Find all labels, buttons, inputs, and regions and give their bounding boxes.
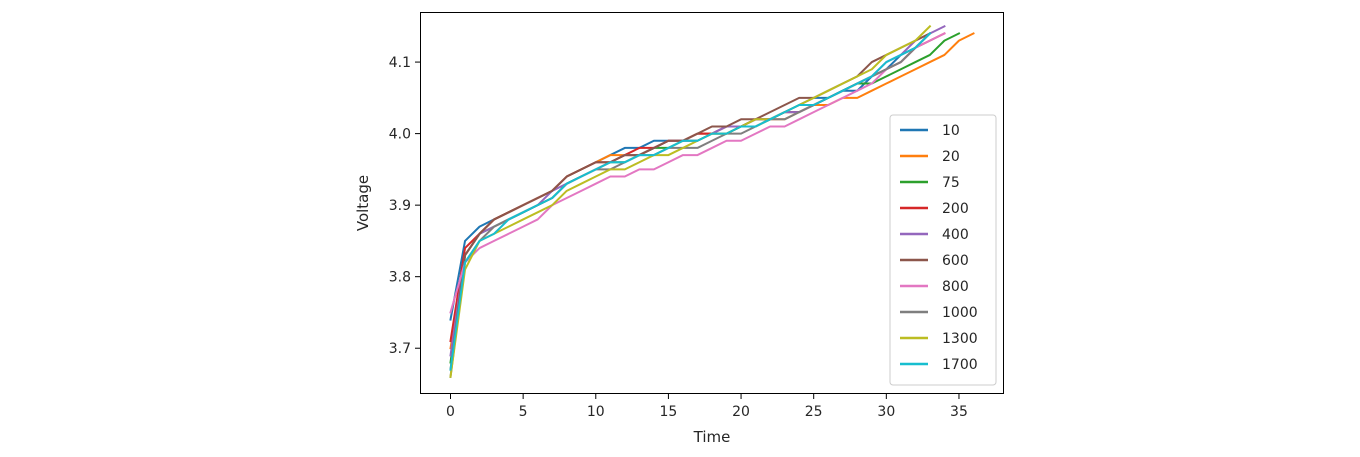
x-tick-label: 15: [660, 404, 678, 420]
y-tick-label: 3.9: [389, 198, 411, 214]
legend-label-1700: 1700: [942, 357, 978, 373]
plot-area-frame: [420, 12, 1004, 394]
legend-label-800: 800: [942, 279, 969, 295]
x-axis: 0 5 10 15 20 25 30 35: [446, 394, 968, 420]
legend-label-1000: 1000: [942, 305, 978, 321]
series-line-400: [449, 24, 946, 357]
series-line-1700: [449, 32, 932, 371]
legend: 10 20 75 200 400 600 800 1000 1300 1700: [889, 114, 997, 386]
y-tick-label: 3.7: [389, 341, 411, 357]
series-layer: [449, 24, 975, 378]
y-tick-label: 4.1: [389, 55, 411, 71]
series-line-1300: [449, 24, 932, 378]
legend-label-400: 400: [942, 227, 969, 243]
series-line-800: [449, 32, 946, 314]
x-tick-label: 5: [519, 404, 528, 420]
legend-label-600: 600: [942, 253, 969, 269]
y-axis-label: Voltage: [354, 175, 372, 231]
x-tick-label: 25: [805, 404, 823, 420]
y-axis: 3.7 3.8 3.9 4.0 4.1: [389, 55, 420, 357]
x-tick-label: 10: [587, 404, 605, 420]
x-tick-label: 0: [446, 404, 455, 420]
legend-label-200: 200: [942, 201, 969, 217]
legend-label-1300: 1300: [942, 331, 978, 347]
legend-label-20: 20: [942, 149, 960, 165]
legend-label-10: 10: [942, 123, 960, 139]
x-tick-label: 35: [950, 404, 968, 420]
legend-label-75: 75: [942, 175, 960, 191]
x-axis-label: Time: [693, 428, 731, 446]
y-tick-label: 3.8: [389, 270, 411, 286]
series-line-75: [449, 32, 961, 364]
x-tick-label: 30: [877, 404, 895, 420]
series-line-200: [449, 32, 946, 343]
x-tick-label: 20: [732, 404, 750, 420]
y-tick-label: 4.0: [389, 127, 411, 143]
